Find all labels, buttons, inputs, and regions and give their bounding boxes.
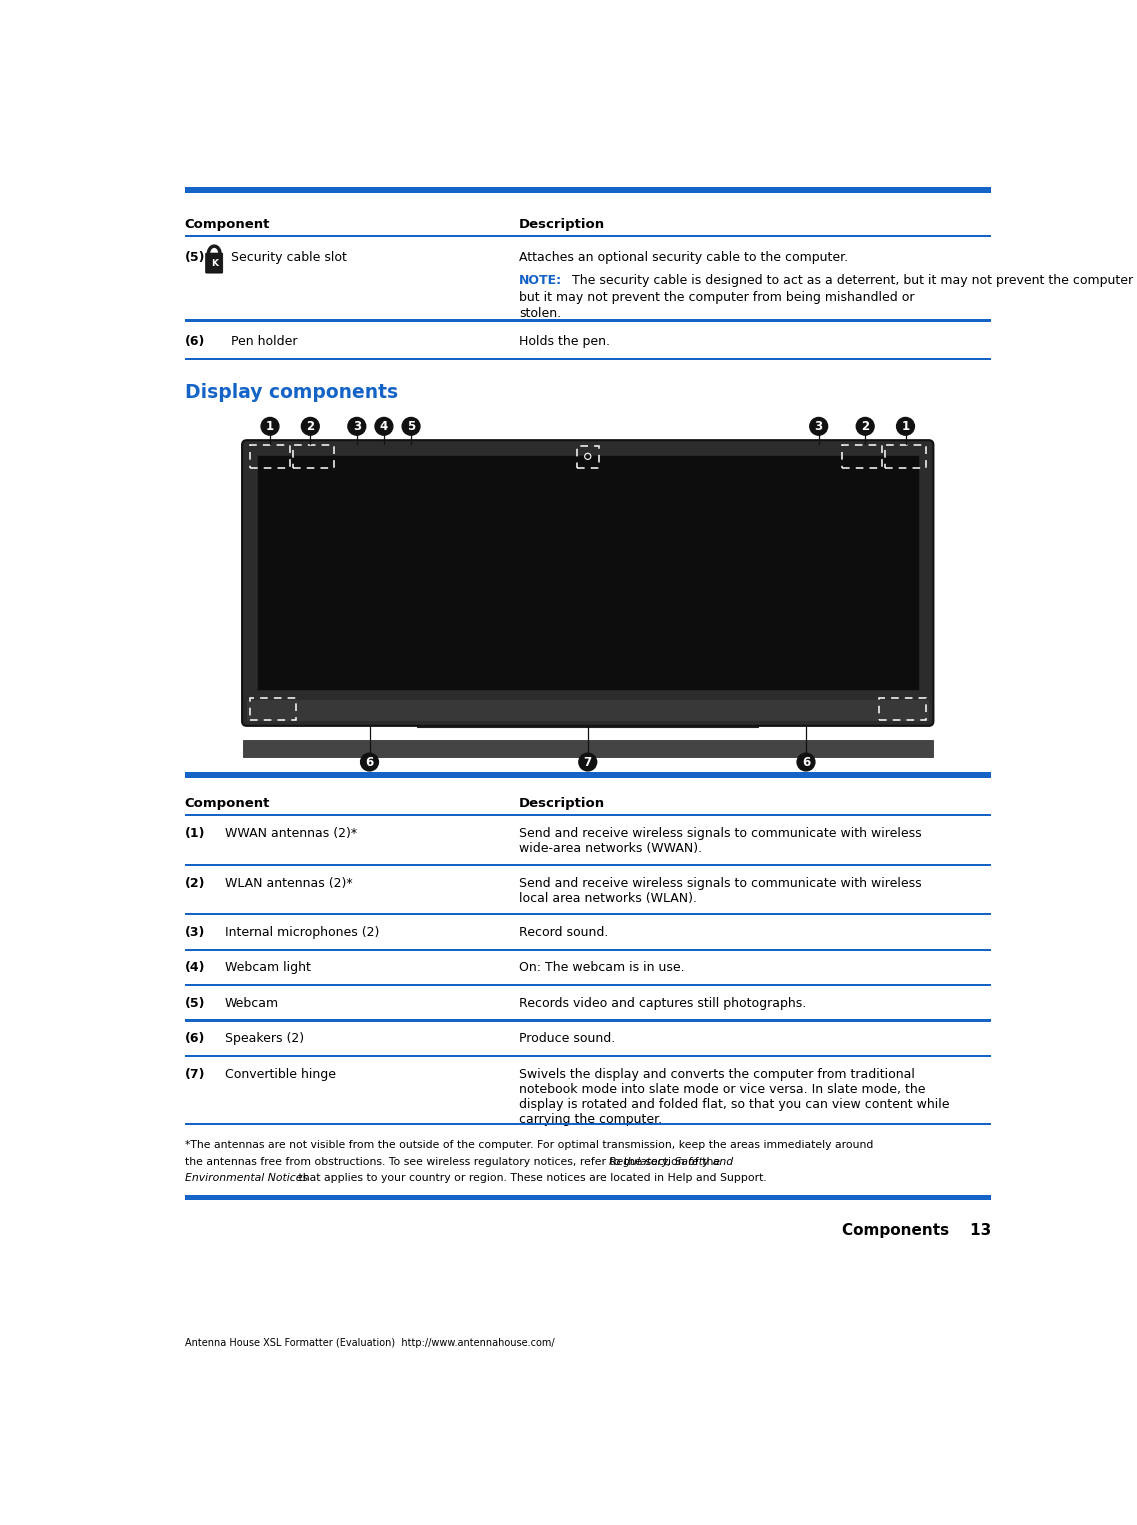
Bar [184,913,990,915]
Text: stolen.: stolen. [520,307,562,320]
Text: Record sound.: Record sound. [520,926,608,939]
Text: Speakers (2): Speakers (2) [225,1032,305,1045]
Text: Description: Description [520,796,605,810]
Bar [184,1194,990,1200]
Circle shape [301,418,319,435]
Text: Convertible hinge: Convertible hinge [225,1068,337,1081]
Text: but it may not prevent the computer from being mishandled or: but it may not prevent the computer from… [520,291,915,303]
Text: 3: 3 [814,419,823,433]
Bar [184,1055,990,1057]
Circle shape [360,753,379,772]
Text: (3): (3) [184,926,205,939]
Bar [843,445,882,468]
Text: Send and receive wireless signals to communicate with wireless
local area networ: Send and receive wireless signals to com… [520,877,922,904]
Text: Records video and captures still photographs.: Records video and captures still photogr… [520,997,806,1010]
Bar [576,447,598,468]
Text: Component: Component [184,796,271,810]
Text: 1: 1 [902,419,910,433]
Text: (6): (6) [184,336,205,348]
Bar [250,698,297,720]
Text: Webcam light: Webcam light [225,961,310,974]
Bar [257,454,919,689]
Circle shape [262,418,279,435]
Text: Internal microphones (2): Internal microphones (2) [225,926,380,939]
Text: The security cable is designed to act as a deterrent, but it may not prevent the: The security cable is designed to act as… [559,274,1137,287]
Text: NOTE:: NOTE: [520,274,563,287]
Text: *The antennas are not visible from the outside of the computer. For optimal tran: *The antennas are not visible from the o… [184,1141,873,1150]
Bar [184,1124,990,1125]
Bar [184,772,990,778]
Text: (5): (5) [184,997,206,1010]
Text: Environmental Notices: Environmental Notices [184,1173,308,1183]
Text: (7): (7) [184,1068,206,1081]
Bar [184,188,990,194]
Text: Component: Component [184,218,271,230]
Text: that applies to your country or region. These notices are located in Help and Su: that applies to your country or region. … [294,1173,766,1183]
Bar [879,698,926,720]
Text: Attaches an optional security cable to the computer.: Attaches an optional security cable to t… [520,250,848,264]
Text: (4): (4) [184,961,206,974]
Text: (6): (6) [184,1032,205,1045]
Text: Display components: Display components [184,383,398,403]
Circle shape [810,418,828,435]
Text: 1: 1 [266,419,274,433]
Bar [184,235,990,236]
Text: Webcam: Webcam [225,997,280,1010]
Circle shape [375,418,393,435]
Text: WLAN antennas (2)*: WLAN antennas (2)* [225,877,352,889]
Bar [417,721,758,727]
Text: 6: 6 [802,755,811,769]
Circle shape [797,753,815,772]
Bar [886,445,926,468]
Text: Produce sound.: Produce sound. [520,1032,615,1045]
Circle shape [402,418,420,435]
Bar [293,445,333,468]
Text: Pen holder: Pen holder [231,336,298,348]
Text: (1): (1) [184,828,206,840]
Text: Regulatory, Safety and: Regulatory, Safety and [609,1157,733,1167]
Text: the antennas free from obstructions. To see wireless regulatory notices, refer t: the antennas free from obstructions. To … [184,1157,723,1167]
Text: Holds the pen.: Holds the pen. [520,336,611,348]
Bar [184,814,990,816]
Text: Swivels the display and converts the computer from traditional
notebook mode int: Swivels the display and converts the com… [520,1068,949,1125]
Text: Description: Description [520,218,605,230]
Bar [247,700,929,721]
Text: Antenna House XSL Formatter (Evaluation)  http://www.antennahouse.com/: Antenna House XSL Formatter (Evaluation)… [184,1337,555,1348]
Text: 5: 5 [407,419,415,433]
FancyBboxPatch shape [206,253,223,273]
Circle shape [579,753,597,772]
Text: Components    13: Components 13 [841,1223,990,1238]
Bar [184,358,990,360]
Text: WWAN antennas (2)*: WWAN antennas (2)* [225,828,357,840]
Text: (2): (2) [184,877,206,889]
Bar [184,319,990,322]
Text: 6: 6 [365,755,374,769]
Text: Security cable slot: Security cable slot [231,250,347,264]
Text: 2: 2 [306,419,314,433]
Text: Send and receive wireless signals to communicate with wireless
wide-area network: Send and receive wireless signals to com… [520,828,922,856]
Text: K: K [210,259,217,267]
Circle shape [897,418,914,435]
Text: 2: 2 [861,419,870,433]
Bar [184,863,990,866]
Text: 7: 7 [583,755,592,769]
Bar [184,949,990,950]
FancyBboxPatch shape [242,441,933,726]
Bar [184,1019,990,1022]
Bar [250,445,290,468]
Bar [243,740,932,756]
Text: 4: 4 [380,419,388,433]
Circle shape [856,418,874,435]
Text: 3: 3 [352,419,360,433]
Bar [184,984,990,987]
Circle shape [348,418,366,435]
Text: On: The webcam is in use.: On: The webcam is in use. [520,961,684,974]
Text: (5): (5) [184,250,206,264]
